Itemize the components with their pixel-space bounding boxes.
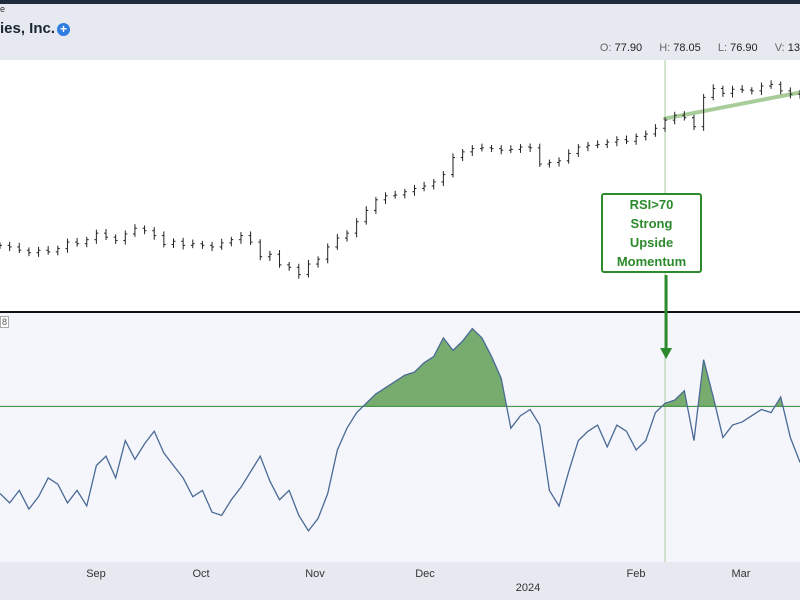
high-key: H: bbox=[659, 42, 671, 54]
ohlc-readout: O: 77.90 H: 78.05 L: 76.90 V: 13 bbox=[586, 42, 800, 54]
rsi-overbought-fill bbox=[661, 390, 688, 407]
top-bar bbox=[0, 0, 800, 4]
x-tick-label: Oct bbox=[192, 568, 210, 580]
x-tick-label: Sep bbox=[86, 568, 106, 580]
low-key: L: bbox=[717, 42, 728, 54]
open-key: O: bbox=[599, 42, 612, 54]
low-value: 76.90 bbox=[730, 42, 758, 54]
annotation-line: RSI>70 bbox=[629, 197, 674, 212]
plus-circle-icon[interactable]: + bbox=[57, 23, 70, 36]
x-tick-label: Dec bbox=[415, 568, 435, 580]
x-tick-label: Feb bbox=[626, 568, 646, 580]
chart-header bbox=[0, 4, 800, 60]
rsi-annotation-callout: RSI>70 Strong Upside Momentum bbox=[601, 193, 702, 273]
annotation-arrow-head bbox=[660, 348, 673, 359]
annotation-line: Strong bbox=[630, 216, 673, 231]
rsi-line bbox=[0, 327, 800, 533]
trendline bbox=[663, 90, 800, 121]
x-axis bbox=[0, 562, 800, 600]
rsi-panel-tag: 8 bbox=[0, 316, 10, 328]
volume-key: V: bbox=[774, 42, 785, 54]
rsi-overbought-fill bbox=[363, 328, 507, 407]
company-name: ies, Inc. bbox=[0, 20, 56, 37]
x-year-label: 2024 bbox=[515, 582, 541, 594]
open-value: 77.90 bbox=[614, 42, 643, 54]
panel-divider[interactable] bbox=[0, 311, 800, 313]
high-value: 78.05 bbox=[673, 42, 701, 54]
annotation-line: Momentum bbox=[616, 254, 687, 269]
x-tick-label: Nov bbox=[305, 568, 325, 580]
annotation-line: Upside bbox=[629, 235, 674, 250]
volume-value: 13 bbox=[787, 42, 800, 54]
x-tick-label: Mar bbox=[731, 568, 751, 580]
header-tiny-text: e bbox=[0, 4, 6, 14]
